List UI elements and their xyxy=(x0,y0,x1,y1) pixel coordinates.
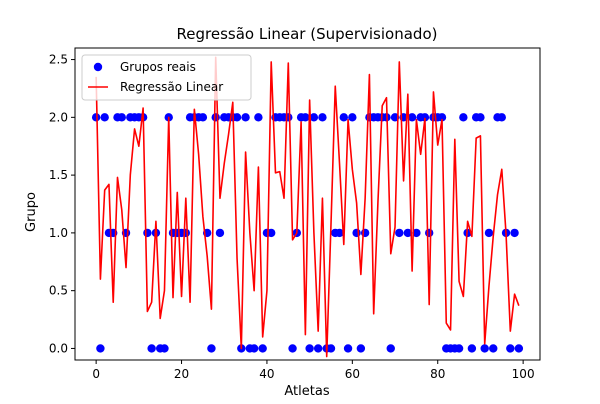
scatter-point xyxy=(506,344,515,353)
scatter-point xyxy=(459,113,468,122)
x-tick-label: 40 xyxy=(259,367,274,381)
scatter-point xyxy=(117,113,126,122)
scatter-point xyxy=(510,228,519,238)
scatter-point xyxy=(395,228,404,238)
scatter-point xyxy=(198,113,208,122)
scatter-point xyxy=(412,228,421,238)
scatter-point xyxy=(497,113,506,122)
y-tick-label: 2.0 xyxy=(49,110,68,124)
scatter-point xyxy=(484,228,494,238)
scatter-point xyxy=(207,344,216,353)
y-tick-label: 0.0 xyxy=(49,341,68,355)
scatter-point xyxy=(267,228,276,238)
y-tick-label: 1.5 xyxy=(49,168,68,182)
scatter-point xyxy=(339,113,348,122)
scatter-point xyxy=(254,113,263,122)
scatter-point xyxy=(454,344,464,353)
y-tick-label: 2.5 xyxy=(49,53,68,67)
scatter-point xyxy=(309,113,319,122)
scatter-point xyxy=(352,228,361,238)
y-axis-label: Grupo xyxy=(24,192,39,232)
scatter-point xyxy=(258,344,267,353)
scatter-point xyxy=(386,344,395,353)
scatter-point xyxy=(514,344,524,353)
scatter-point xyxy=(407,113,417,122)
y-axis-ticks: 0.0 0.5 1.0 1.5 2.0 2.5 xyxy=(49,53,75,355)
regression-line xyxy=(95,56,520,358)
x-tick-label: 80 xyxy=(430,367,445,381)
plot-area xyxy=(91,56,524,358)
x-axis-label: Atletas xyxy=(284,384,329,399)
legend-marker-scatter xyxy=(93,62,103,72)
scatter-point xyxy=(181,228,191,238)
scatter-point xyxy=(467,344,477,353)
scatter-point xyxy=(420,113,430,122)
scatter-point xyxy=(147,344,156,353)
legend-label-scatter: Grupos reais xyxy=(120,60,196,74)
scatter-point xyxy=(215,228,225,238)
x-tick-label: 60 xyxy=(345,367,360,381)
scatter-point xyxy=(480,344,489,353)
scatter-point xyxy=(96,344,105,353)
scatter-point xyxy=(476,113,485,122)
scatter-point xyxy=(305,344,314,353)
legend-box xyxy=(81,54,252,101)
scatter-point xyxy=(100,113,109,122)
x-axis-ticks: 0 20 40 60 80 100 xyxy=(92,360,535,381)
scatter-point xyxy=(318,113,327,122)
scatter-point xyxy=(232,113,242,122)
scatter-point xyxy=(301,113,310,122)
scatter-point xyxy=(326,344,336,353)
scatter-point xyxy=(343,344,353,353)
scatter-point xyxy=(211,113,220,122)
x-tick-label: 0 xyxy=(92,367,100,381)
scatter-point xyxy=(437,113,447,122)
scatter-point xyxy=(403,228,413,238)
scatter-point xyxy=(313,344,323,353)
scatter-point xyxy=(284,113,293,122)
scatter-point xyxy=(288,344,297,353)
legend-label-line: Regressão Linear xyxy=(120,80,223,94)
scatter-point xyxy=(348,113,357,122)
y-tick-label: 0.5 xyxy=(49,284,68,298)
scatter-point xyxy=(241,113,250,122)
scatter-point xyxy=(489,344,498,353)
scatter-point xyxy=(424,228,434,238)
x-tick-label: 20 xyxy=(174,367,189,381)
scatter-point xyxy=(143,228,152,238)
y-tick-label: 1.0 xyxy=(49,226,68,240)
chart-title: Regressão Linear (Supervisionado) xyxy=(177,25,438,43)
scatter-point xyxy=(360,228,370,238)
scatter-point xyxy=(249,344,259,353)
scatter-point xyxy=(356,344,366,353)
legend: Grupos reais Regressão Linear xyxy=(81,54,252,101)
scatter-point xyxy=(91,113,101,122)
axes-frame xyxy=(74,47,541,361)
scatter-point xyxy=(160,344,169,353)
x-tick-label: 100 xyxy=(512,367,535,381)
scatter-point xyxy=(335,228,344,238)
scatter-series xyxy=(91,113,524,353)
